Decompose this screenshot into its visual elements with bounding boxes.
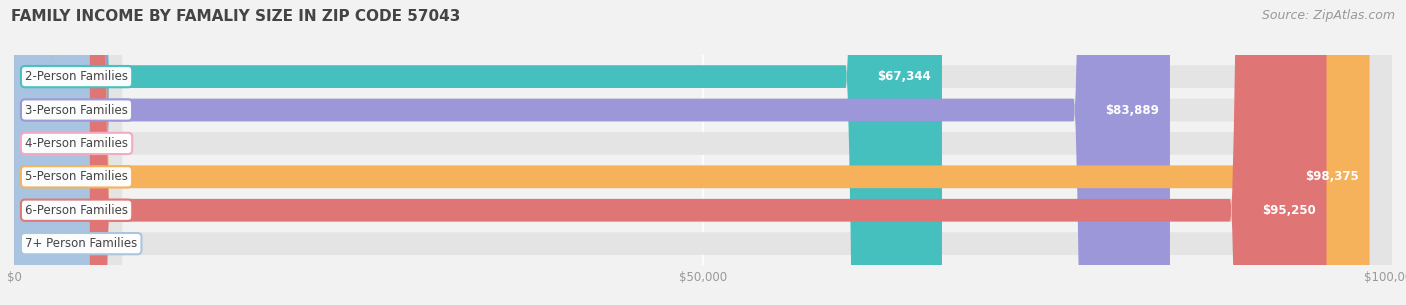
FancyBboxPatch shape [14,0,942,305]
FancyBboxPatch shape [14,0,1326,305]
Text: 3-Person Families: 3-Person Families [25,103,128,117]
Text: 7+ Person Families: 7+ Person Families [25,237,138,250]
FancyBboxPatch shape [14,0,90,305]
Text: FAMILY INCOME BY FAMALIY SIZE IN ZIP CODE 57043: FAMILY INCOME BY FAMALIY SIZE IN ZIP COD… [11,9,461,24]
FancyBboxPatch shape [14,0,1392,305]
Text: 4-Person Families: 4-Person Families [25,137,128,150]
FancyBboxPatch shape [14,0,1392,305]
Text: $83,889: $83,889 [1105,103,1159,117]
Text: Source: ZipAtlas.com: Source: ZipAtlas.com [1261,9,1395,22]
Text: $95,250: $95,250 [1261,204,1316,217]
Text: $98,375: $98,375 [1305,170,1358,183]
FancyBboxPatch shape [14,0,1170,305]
FancyBboxPatch shape [14,0,1392,305]
Text: 5-Person Families: 5-Person Families [25,170,128,183]
FancyBboxPatch shape [14,0,1392,305]
Text: 2-Person Families: 2-Person Families [25,70,128,83]
FancyBboxPatch shape [14,0,1392,305]
Text: $0: $0 [107,137,122,150]
Text: $67,344: $67,344 [877,70,931,83]
FancyBboxPatch shape [14,0,1369,305]
FancyBboxPatch shape [14,0,1392,305]
Text: $0: $0 [107,237,122,250]
Text: 6-Person Families: 6-Person Families [25,204,128,217]
FancyBboxPatch shape [14,0,90,305]
